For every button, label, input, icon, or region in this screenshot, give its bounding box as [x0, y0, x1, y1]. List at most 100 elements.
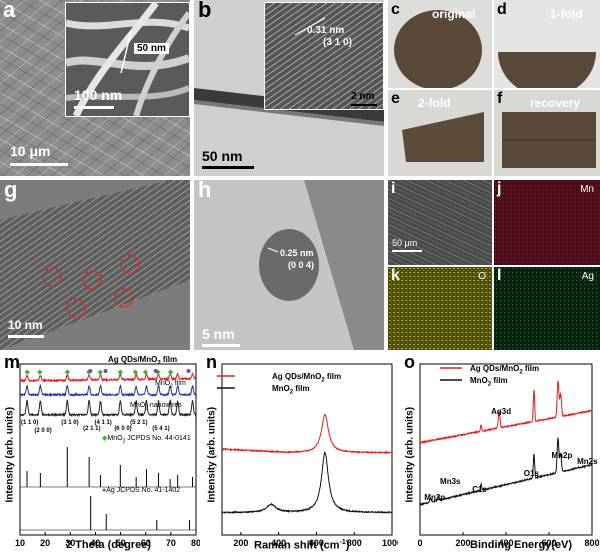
xps-series-black	[419, 436, 593, 506]
panel-g-tem: g 10 nm	[0, 180, 190, 350]
xps-ylabel: Intensity (arb. units)	[404, 406, 416, 503]
xrd-series-line	[19, 399, 197, 418]
panel-label-b: b	[198, 0, 212, 22]
scale-label-i: 50 μm	[392, 238, 418, 248]
plane-h: (0 0 4)	[288, 260, 315, 270]
xrd-marker: ◆	[155, 369, 161, 376]
panel-label-l: l	[497, 267, 502, 284]
xrd-marker: ◆	[143, 369, 149, 376]
xrd-ag-marker	[103, 369, 108, 373]
d-spacing-h: 0.25 nm	[280, 248, 314, 258]
xrd-ref2-label: ●Ag JCPDS No. 41-1402	[102, 487, 181, 494]
xps-annotation: C1s	[472, 485, 487, 494]
panel-label-m: m	[4, 352, 21, 372]
photo-title-f: recovery	[530, 96, 581, 110]
xrd-marker: ◆	[37, 369, 43, 376]
panel-f-photo: f recovery	[494, 90, 600, 176]
xrd-series2-label: MnO2 film	[155, 380, 186, 390]
xrd-peak-label: (1 1 0)	[21, 420, 38, 426]
panel-label-c: c	[391, 1, 400, 18]
panel-label-e: e	[391, 90, 400, 107]
panel-label-j: j	[497, 180, 502, 197]
xrd-xtick-label: 40	[90, 538, 100, 548]
xrd-ref1-label: ◆MnO2 JCPDS No. 44-0141	[102, 435, 191, 445]
raman-chart: 200 400 600 800 1000	[216, 363, 398, 548]
inset-scalebar-b	[351, 104, 377, 106]
panel-c-photo: c original	[388, 0, 492, 88]
xrd-marker: ◆	[168, 369, 174, 376]
xps-annotation: O1s	[524, 469, 540, 478]
xrd-marker: ◆	[25, 369, 31, 376]
panel-label-g: g	[4, 180, 18, 202]
xrd-ag-marker	[186, 369, 191, 373]
xrd-peak-label: (5 4 1)	[152, 426, 169, 432]
xps-xtick-label: 200	[455, 538, 470, 548]
xrd-xtick-label: 10	[15, 538, 25, 548]
xrd-ylabel: Intensity (arb. units)	[4, 406, 16, 503]
panel-label-k: k	[391, 267, 400, 284]
photo-title-e: 2-fold	[418, 96, 451, 110]
plane-b: (3 1 0)	[323, 37, 352, 48]
photo-title-d: 1-fold	[550, 7, 583, 21]
inset-scalebar	[74, 106, 114, 109]
xps-xtick-label: 400	[498, 538, 513, 548]
photo-title-c: original	[432, 7, 476, 21]
xrd-peak-label: (2 1 1)	[83, 426, 100, 432]
raman-xtick-label: 400	[271, 538, 286, 548]
raman-legend-1: Ag QDs/MnO2 film	[272, 372, 342, 384]
xrd-marker: ◆	[133, 369, 139, 376]
raman-series-red	[221, 413, 393, 455]
xrd-xlabel: 2 Theta (degree)	[66, 539, 151, 551]
scalebar-h	[202, 344, 240, 347]
xps-annotation: Ag3d	[491, 407, 511, 416]
xps-xlabel: Binding Energy(eV)	[470, 539, 573, 551]
xrd-series3-label: MnO2 nanowires	[130, 402, 182, 412]
scale-label-b: 50 nm	[202, 148, 243, 164]
xrd-frame	[19, 363, 197, 536]
xrd-peak-label: (5 2 1)	[130, 420, 147, 426]
xrd-marker: ◆	[118, 369, 124, 376]
xps-xtick-label: 0	[417, 538, 422, 548]
ref2-marker: ●	[102, 487, 107, 494]
panel-label-o: o	[404, 352, 415, 372]
xrd-series-line	[19, 371, 197, 384]
scale-label-a: 10 μm	[10, 143, 51, 159]
xrd-peak-label: (4 1 1)	[94, 420, 111, 426]
d-spacing-b: 0.31 nm	[307, 25, 345, 36]
xrd-marker: ◆	[97, 369, 103, 376]
raman-frame	[221, 363, 393, 536]
xps-frame	[419, 363, 593, 536]
inset-scalebar-label: 100 nm	[74, 87, 123, 103]
xps-chart: 0 200 400 600 800 Ag3d Mn3s Mn3p C1s O1s Mn2p Mn2s	[417, 363, 600, 548]
raman-legend-2: MnO2 film	[272, 384, 310, 396]
panel-label-d: d	[497, 1, 507, 18]
xps-xtick-label: 800	[584, 538, 599, 548]
element-label-l: Ag	[581, 271, 594, 282]
xrd-peak-label: (6 0 0)	[114, 426, 131, 432]
xrd-xtick-label: 80	[191, 538, 200, 548]
panel-i-sem: i 50 μm	[388, 180, 492, 265]
panel-l-map: l Ag	[494, 267, 600, 350]
element-label-k: O	[478, 271, 486, 282]
inset-scale-label: 50 nm	[134, 43, 169, 54]
element-label-j: Mn	[580, 184, 594, 195]
panel-label-h: h	[198, 180, 212, 202]
panel-a-sem: 50 nm 100 nm a 10 μm	[0, 0, 190, 176]
panel-h-tem: 0.25 nm (0 0 4) h 5 nm	[194, 180, 384, 350]
xrd-xtick-label: 20	[40, 538, 50, 548]
panel-b-tem: 0.31 nm (3 1 0) 2 nm b 50 nm	[194, 0, 384, 176]
raman-xtick-label: 800	[347, 538, 362, 548]
scale-label-g: 10 nm	[8, 318, 43, 332]
xps-annotation: Mn2p	[551, 451, 572, 460]
xps-xtick-label: 600	[541, 538, 556, 548]
raman-xtick-label: 600	[309, 538, 324, 548]
xps-series-red	[419, 380, 593, 445]
xrd-peak-label: (2 0 0)	[34, 428, 51, 434]
xrd-ag-marker	[88, 369, 93, 373]
xps-legend-2: MnO2 film	[470, 376, 508, 388]
panel-j-map: j Mn	[494, 180, 600, 265]
xrd-peak-label: (3 1 0)	[61, 420, 78, 426]
xps-annotation: Mn3s	[440, 477, 461, 486]
scalebar-a	[10, 163, 68, 166]
xps-annotation: Mn2s	[577, 457, 598, 466]
